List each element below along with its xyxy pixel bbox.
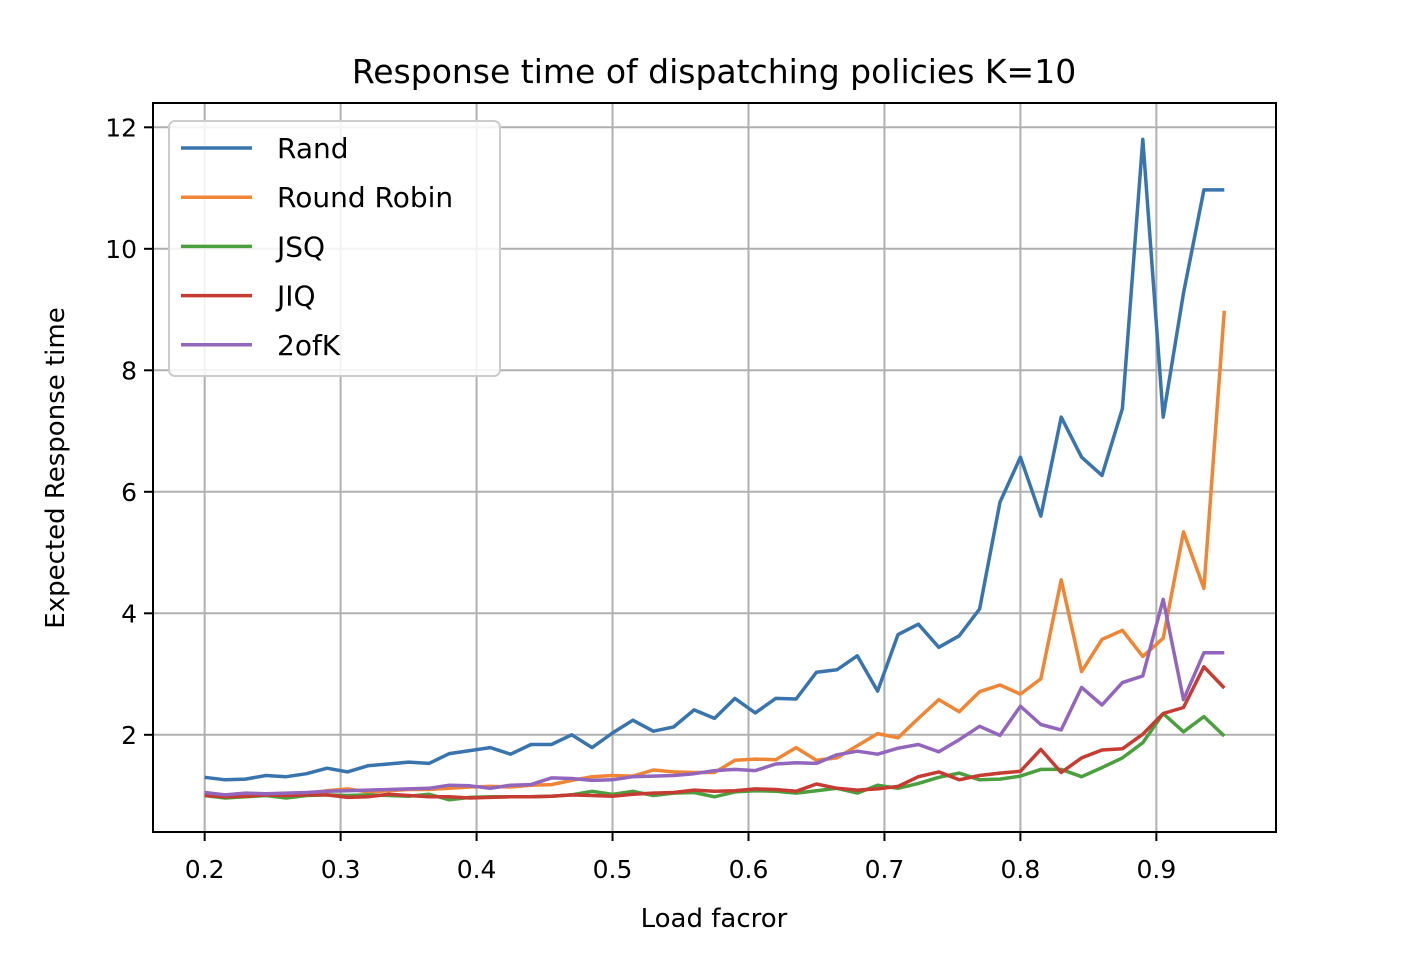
y-tick-label: 4 (121, 599, 137, 628)
series-line-2ofk (204, 597, 1225, 797)
y-axis-label: Expected Response time (41, 307, 71, 628)
series-lines (204, 137, 1227, 802)
y-tick-label: 6 (121, 478, 137, 507)
axis-ticks: 0.2 0.3 0.4 0.5 0.6 0.7 0.8 0.9 2 4 6 8 10 12 (105, 113, 1176, 884)
x-tick-label: 0.6 (729, 855, 769, 884)
legend: Rand Round Robin JSQ JIQ 2ofK (168, 120, 501, 377)
x-tick-label: 0.4 (457, 855, 497, 884)
x-tick-label: 0.7 (865, 855, 905, 884)
plot-frame (152, 102, 1277, 833)
x-tick-label: 0.9 (1136, 855, 1176, 884)
x-tick-label: 0.5 (593, 855, 633, 884)
legend-label: 2ofK (277, 329, 341, 362)
series-line-rand (204, 137, 1225, 782)
legend-label: JIQ (275, 280, 316, 313)
x-tick-label: 0.2 (185, 855, 225, 884)
legend-label: Round Robin (277, 181, 453, 214)
legend-box (168, 120, 501, 377)
x-tick-label: 0.8 (1001, 855, 1041, 884)
y-tick-label: 8 (121, 356, 137, 385)
x-tick-label: 0.3 (321, 855, 361, 884)
legend-label: Rand (277, 132, 349, 165)
series-line-jiq (204, 665, 1226, 800)
legend-label: JSQ (275, 230, 325, 263)
x-axis-label: Load facror (641, 904, 788, 934)
chart-title: Response time of dispatching policies K=… (352, 52, 1076, 91)
y-tick-label: 2 (121, 721, 137, 750)
y-tick-label: 10 (105, 235, 137, 264)
y-tick-label: 12 (105, 113, 137, 142)
